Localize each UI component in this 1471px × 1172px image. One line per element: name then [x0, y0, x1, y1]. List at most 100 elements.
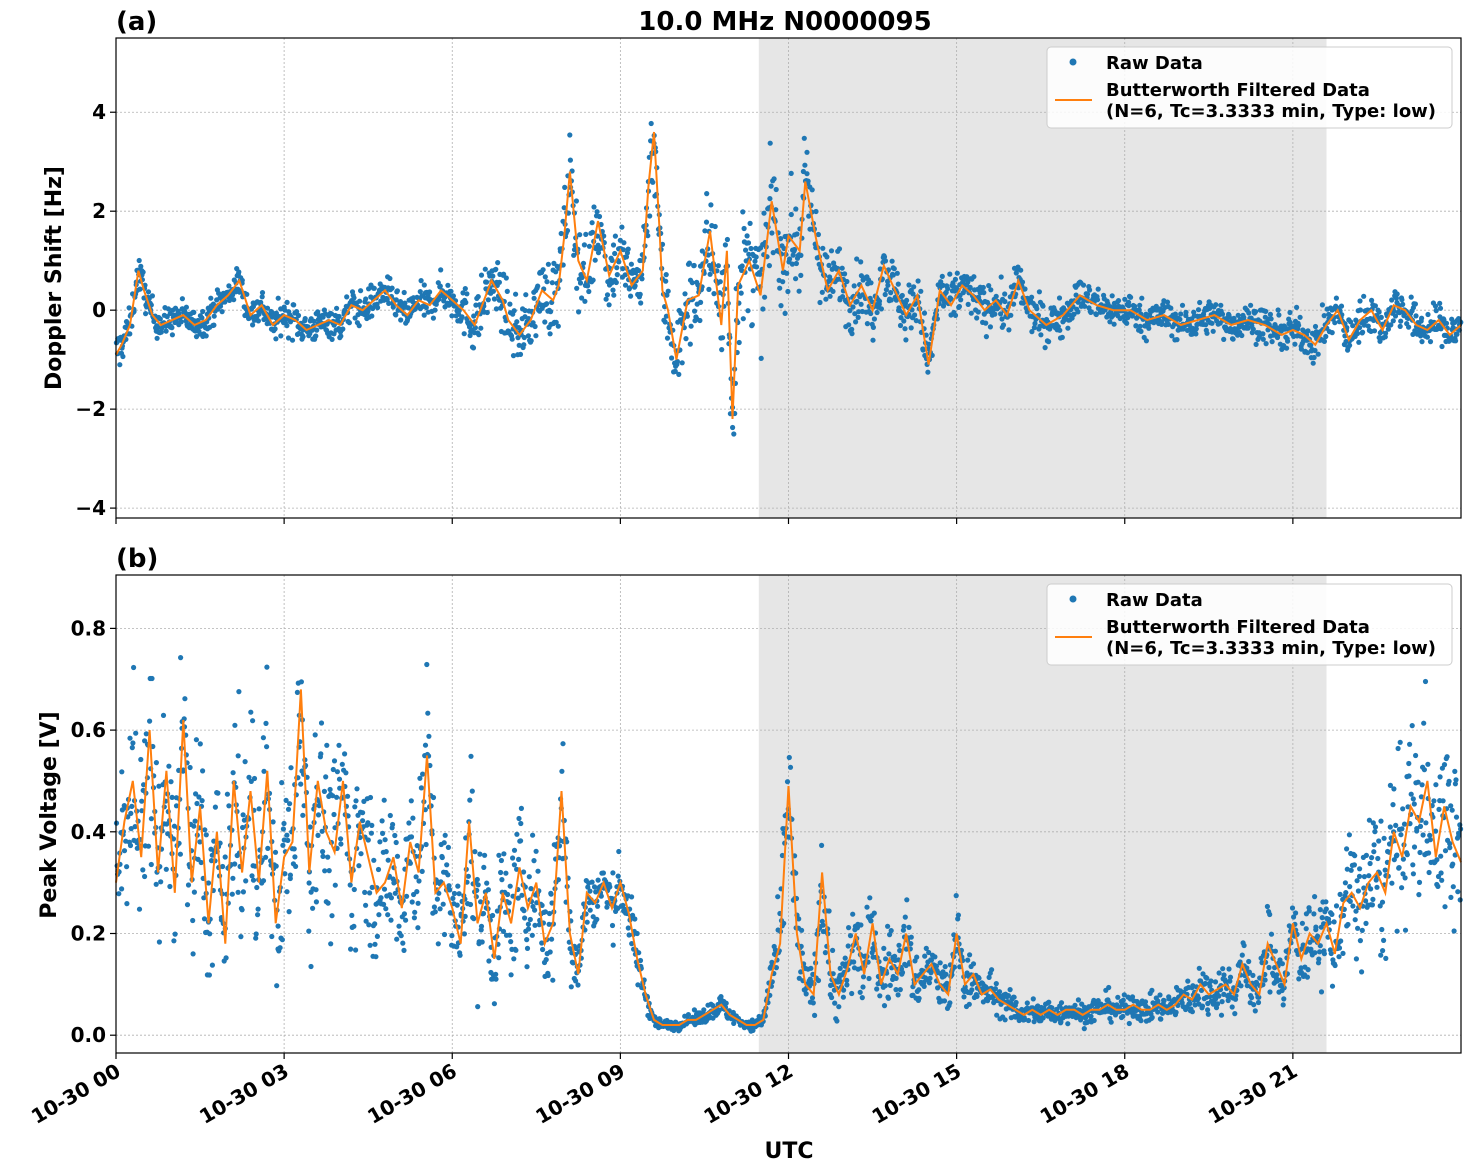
raw-data-point: [784, 779, 791, 785]
raw-data-point: [1363, 920, 1369, 927]
raw-data-point: [1419, 782, 1425, 788]
raw-data-point: [379, 818, 385, 824]
raw-data-point: [286, 909, 292, 915]
raw-data-point: [353, 798, 359, 804]
panel-b-label: (b): [116, 544, 158, 574]
raw-data-point: [334, 769, 340, 775]
raw-data-point: [992, 986, 999, 992]
raw-data-point: [926, 949, 932, 956]
raw-data-point: [1401, 821, 1408, 827]
raw-data-point: [140, 867, 146, 873]
raw-data-point: [1338, 938, 1344, 944]
raw-data-point: [1310, 360, 1316, 366]
raw-data-point: [177, 851, 183, 857]
raw-data-point: [891, 266, 897, 272]
raw-data-point: [590, 914, 596, 920]
raw-data-point: [786, 754, 792, 761]
raw-data-point: [910, 291, 916, 297]
raw-data-point: [119, 769, 125, 775]
raw-data-point: [127, 331, 133, 337]
raw-data-point: [1193, 326, 1199, 332]
raw-data-point: [127, 735, 133, 741]
raw-data-point: [136, 257, 142, 264]
raw-data-point: [445, 844, 451, 851]
raw-data-point: [1106, 984, 1112, 991]
raw-data-point: [567, 946, 573, 952]
raw-data-point: [574, 285, 580, 291]
raw-data-point: [893, 297, 900, 303]
raw-data-point: [983, 334, 990, 340]
raw-data-point: [547, 331, 553, 337]
raw-data-point: [1454, 331, 1460, 337]
raw-data-point: [1396, 865, 1402, 871]
raw-data-point: [280, 842, 286, 848]
raw-data-point: [272, 849, 279, 855]
raw-data-point: [1383, 330, 1389, 336]
raw-data-point: [590, 277, 596, 283]
raw-data-point: [1264, 903, 1270, 910]
raw-data-point: [1073, 292, 1079, 298]
raw-data-point: [860, 974, 867, 980]
raw-data-point: [889, 258, 895, 264]
raw-data-point: [285, 837, 291, 844]
raw-data-point: [330, 793, 336, 799]
raw-data-point: [1354, 878, 1360, 884]
raw-data-point: [539, 940, 545, 946]
raw-data-point: [498, 869, 504, 876]
raw-data-point: [1372, 824, 1379, 830]
raw-data-point: [418, 278, 424, 284]
raw-data-point: [1149, 1014, 1155, 1021]
raw-data-point: [1058, 1019, 1064, 1025]
raw-data-point: [1208, 978, 1214, 984]
raw-data-point: [1071, 311, 1077, 317]
raw-data-point: [437, 283, 443, 289]
raw-data-point: [1231, 315, 1237, 321]
raw-data-point: [200, 768, 206, 774]
raw-data-point: [1246, 969, 1252, 975]
raw-data-point: [1276, 312, 1282, 318]
raw-data-point: [961, 994, 967, 1000]
raw-data-point: [779, 852, 786, 859]
raw-data-point: [1409, 723, 1415, 729]
raw-data-point: [1346, 832, 1352, 838]
raw-data-point: [803, 991, 809, 997]
raw-data-point: [462, 286, 468, 292]
raw-data-point: [224, 791, 230, 797]
raw-data-point: [184, 902, 191, 908]
raw-data-point: [484, 279, 490, 285]
raw-data-point: [1166, 996, 1172, 1002]
raw-data-point: [986, 974, 992, 981]
raw-data-point: [1005, 993, 1012, 999]
raw-data-point: [493, 306, 499, 312]
raw-data-point: [196, 794, 202, 800]
raw-data-point: [386, 300, 392, 306]
raw-data-point: [1319, 915, 1325, 921]
raw-data-point: [496, 955, 502, 961]
raw-data-point: [1379, 926, 1385, 933]
raw-data-point: [201, 895, 207, 901]
raw-data-point: [496, 279, 502, 285]
raw-data-point: [444, 862, 450, 868]
raw-data-point: [142, 873, 148, 880]
raw-data-point: [514, 831, 520, 837]
raw-data-point: [210, 301, 216, 307]
raw-data-point: [1407, 741, 1413, 747]
raw-data-point: [1018, 267, 1024, 273]
raw-data-point: [430, 794, 437, 801]
raw-data-point: [771, 176, 777, 182]
raw-data-point: [240, 824, 246, 831]
raw-data-point: [336, 742, 342, 748]
raw-data-point: [1137, 302, 1143, 308]
raw-data-point: [1108, 1019, 1114, 1025]
raw-data-point: [124, 901, 130, 907]
raw-data-point: [941, 998, 948, 1004]
raw-data-point: [1432, 303, 1439, 309]
raw-data-point: [494, 908, 500, 914]
raw-data-point: [348, 946, 354, 952]
raw-data-point: [526, 874, 532, 880]
raw-data-point: [1377, 903, 1383, 909]
raw-data-point: [625, 246, 631, 252]
raw-data-point: [521, 342, 527, 348]
raw-data-point: [149, 293, 155, 299]
raw-data-point: [238, 934, 244, 940]
